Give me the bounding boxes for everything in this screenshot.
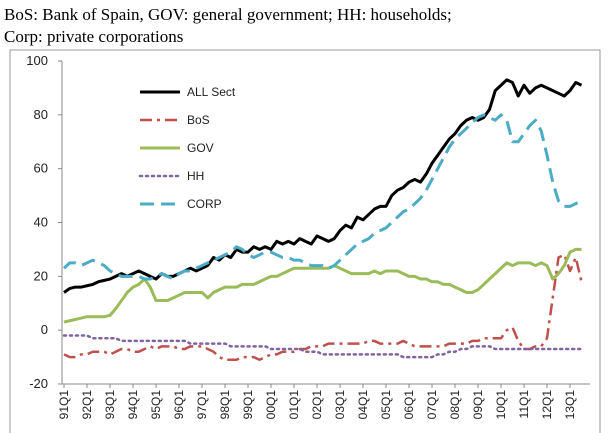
- x-tick-label: 03Q1: [333, 390, 347, 420]
- legend-label: BoS: [187, 113, 210, 127]
- x-tick-label: 13Q1: [563, 390, 577, 420]
- legend-label: HH: [187, 169, 204, 183]
- y-tick-label: 80: [34, 107, 48, 122]
- x-tick-label: 09Q1: [471, 390, 485, 420]
- legend-label: GOV: [187, 141, 214, 155]
- y-tick-label: 0: [41, 322, 48, 337]
- x-tick-label: 02Q1: [310, 390, 324, 420]
- x-tick-label: 93Q1: [103, 390, 117, 420]
- y-tick-label: 20: [34, 268, 48, 283]
- series-line: [62, 113, 583, 281]
- x-tick-label: 96Q1: [172, 390, 186, 420]
- y-tick-label: 100: [26, 53, 48, 68]
- x-tick-label: 94Q1: [126, 390, 140, 420]
- x-tick-label: 08Q1: [448, 390, 462, 420]
- series-line: [63, 78, 583, 294]
- series-line: [63, 253, 583, 362]
- x-tick-label: 07Q1: [425, 390, 439, 420]
- x-tick-label: 12Q1: [540, 390, 554, 420]
- legend-label: ALL Sect: [187, 85, 236, 99]
- series-line: [63, 247, 582, 324]
- x-tick-label: 11Q1: [517, 390, 531, 419]
- x-tick-label: 00Q1: [264, 390, 278, 420]
- series-line: [62, 334, 583, 359]
- x-tick-label: 92Q1: [80, 390, 94, 420]
- x-tick-label: 97Q1: [195, 390, 209, 420]
- caption-line: Corp: private corporations: [4, 27, 183, 46]
- y-tick-label: -20: [29, 376, 48, 391]
- x-tick-label: 99Q1: [241, 390, 255, 420]
- x-tick-label: 06Q1: [402, 390, 416, 420]
- y-tick-label: 40: [34, 215, 48, 230]
- x-tick-label: 01Q1: [287, 390, 301, 420]
- y-tick-label: 60: [34, 161, 48, 176]
- x-tick-label: 91Q1: [57, 390, 71, 420]
- x-tick-label: 04Q1: [356, 390, 370, 420]
- legend-label: CORP: [187, 197, 222, 211]
- x-tick-label: 98Q1: [218, 390, 232, 420]
- x-tick-label: 10Q1: [494, 390, 508, 420]
- x-tick-label: 05Q1: [379, 390, 393, 420]
- chart-frame: [9, 49, 601, 433]
- caption-line: BoS: Bank of Spain, GOV: general governm…: [4, 5, 452, 24]
- x-tick-label: 95Q1: [149, 390, 163, 420]
